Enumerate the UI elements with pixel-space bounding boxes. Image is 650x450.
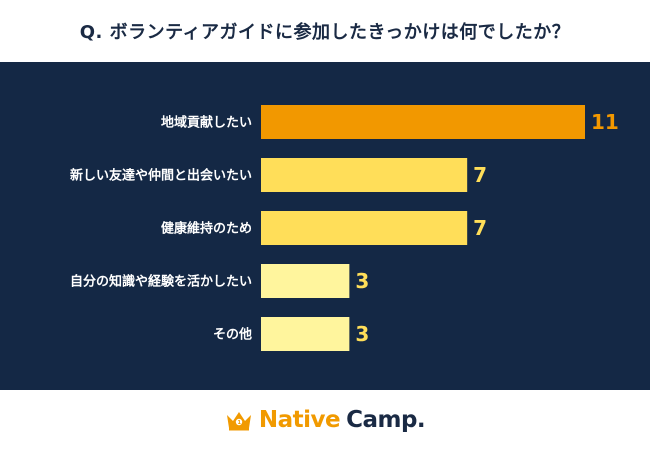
horizontal-bar-chart: 地域貢献したい 11 新しい友達や仲間と出会いたい 7 健康維持のため 7 自分の知識や経験… — [70, 105, 619, 351]
data-label: 11 — [591, 110, 619, 134]
category-label: 地域貢献したい — [161, 115, 252, 131]
data-label: 7 — [473, 163, 487, 187]
brand-camp: Camp. — [346, 407, 426, 433]
crown-icon: 1 — [226, 412, 251, 431]
data-label: 3 — [355, 269, 369, 293]
footer: 1 Native Camp. — [0, 390, 650, 450]
category-label: 新しい友達や仲間と出会いたい — [70, 168, 252, 184]
data-label: 3 — [355, 322, 369, 346]
category-label: 自分の知識や経験を活かしたい — [70, 274, 252, 290]
chart-panel: 地域貢献したい 11 新しい友達や仲間と出会いたい 7 健康維持のため 7 自分の知識や経験… — [0, 62, 650, 390]
brand-logo: 1 Native Camp. — [225, 407, 426, 433]
category-label: 健康維持のため — [161, 221, 252, 237]
svg-text:1: 1 — [237, 420, 241, 426]
data-label: 7 — [473, 216, 487, 240]
bar — [261, 264, 350, 298]
bar — [261, 317, 350, 351]
bar — [261, 105, 585, 139]
bar — [261, 158, 468, 192]
category-label: その他 — [213, 327, 252, 343]
brand-native: Native — [258, 407, 341, 433]
bar — [261, 211, 468, 245]
question-title: Q. ボランティアガイドに参加したきっかけは何でしたか？ — [79, 22, 571, 43]
